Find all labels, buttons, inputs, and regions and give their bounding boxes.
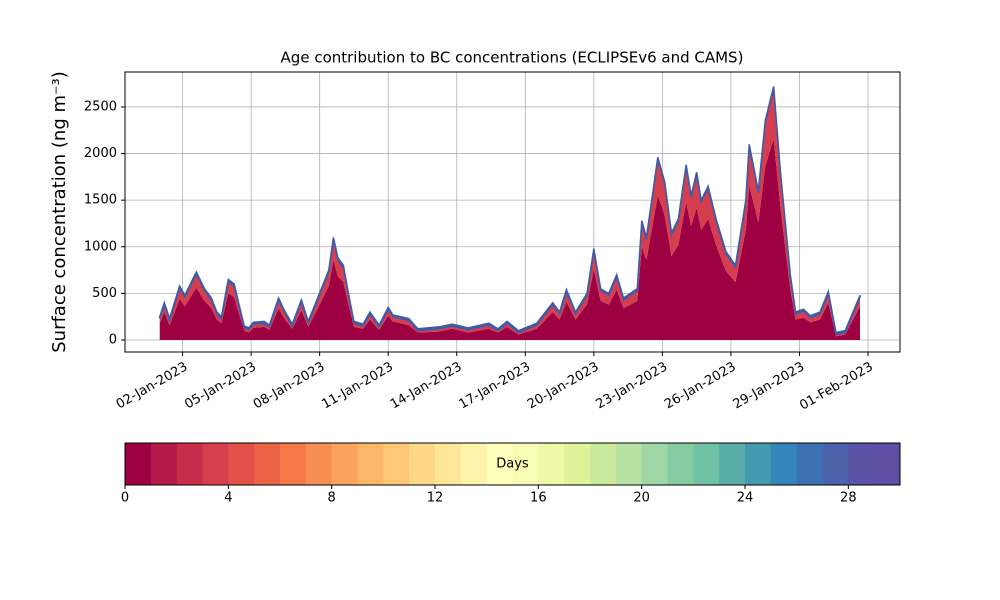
colorbar-segment <box>486 443 513 485</box>
x-tick-label: 05-Jan-2023 <box>182 360 259 413</box>
colorbar-tick-label: 8 <box>328 491 336 506</box>
colorbar-label: Days <box>496 457 529 472</box>
x-tick-label: 29-Jan-2023 <box>731 360 808 413</box>
colorbar-segment <box>745 443 772 485</box>
colorbar-segment <box>331 443 358 485</box>
colorbar-segment <box>641 443 668 485</box>
x-tick-label: 02-Jan-2023 <box>114 360 191 413</box>
colorbar-segment <box>150 443 178 485</box>
colorbar-segment <box>228 443 255 485</box>
colorbar-tick-label: 20 <box>633 491 650 506</box>
colorbar-segment <box>564 443 591 485</box>
colorbar-segment <box>874 443 901 485</box>
colorbar-segment <box>176 443 203 485</box>
colorbar-tick-label: 28 <box>840 491 857 506</box>
x-tick-label: 26-Jan-2023 <box>662 360 739 413</box>
x-tick-label: 20-Jan-2023 <box>525 360 602 413</box>
colorbar-segment <box>538 443 565 485</box>
x-tick-label: 08-Jan-2023 <box>251 360 328 413</box>
plot-frame <box>124 71 901 353</box>
colorbar-segment <box>667 443 694 485</box>
colorbar-segment <box>460 443 488 485</box>
x-tick-label: 01-Feb-2023 <box>797 360 876 414</box>
colorbar-tick-label: 12 <box>427 491 444 506</box>
y-tick-label: 2500 <box>84 99 117 114</box>
colorbar-segment <box>590 443 617 485</box>
y-tick-label: 0 <box>109 332 117 347</box>
area <box>158 86 861 336</box>
colorbar-segment <box>409 443 436 485</box>
colorbar-segment <box>435 443 462 485</box>
colorbar-segment <box>770 443 798 485</box>
y-tick-label: 1000 <box>84 239 117 254</box>
y-tick-label: 1500 <box>84 193 117 208</box>
x-tick-label: 11-Jan-2023 <box>319 360 396 413</box>
colorbar-segment <box>254 443 281 485</box>
y-axis-label: Surface concentration (ng m⁻³) <box>49 71 70 353</box>
colorbar-tick-label: 0 <box>121 491 129 506</box>
x-tick-label: 14-Jan-2023 <box>388 360 465 413</box>
colorbar-segment <box>796 443 823 485</box>
x-tick-label: 23-Jan-2023 <box>594 360 671 413</box>
x-tick-label: 17-Jan-2023 <box>456 360 533 413</box>
colorbar-segment <box>512 443 539 485</box>
colorbar-segment <box>202 443 229 485</box>
colorbar-frame <box>124 442 901 486</box>
chart-title: Age contribution to BC concentrations (E… <box>281 49 744 67</box>
colorbar-tick-label: 24 <box>737 491 754 506</box>
colorbar-segment <box>125 443 152 485</box>
y-tick-label: 500 <box>92 286 117 301</box>
colorbar-segment <box>357 443 384 485</box>
colorbar-segment <box>693 443 720 485</box>
colorbar-segment <box>719 443 746 485</box>
colorbar-segment <box>615 443 643 485</box>
colorbar-segment <box>280 443 307 485</box>
colorbar-tick-label: 4 <box>224 491 232 506</box>
colorbar-segment <box>383 443 410 485</box>
colorbar-segment <box>305 443 333 485</box>
colorbar-segment <box>822 443 849 485</box>
y-tick-label: 2000 <box>84 146 117 161</box>
colorbar-tick-label: 16 <box>530 491 547 506</box>
colorbar-segment <box>848 443 875 485</box>
area <box>159 138 861 340</box>
